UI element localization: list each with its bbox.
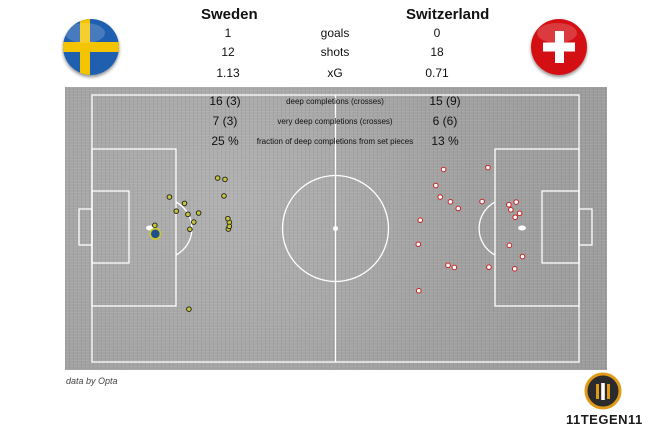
sweden-shot-marker: [190, 219, 197, 225]
away-set-piece-fraction: 13 %: [431, 134, 459, 148]
home-goals: 1: [224, 26, 232, 40]
away-goals: 0: [433, 26, 441, 40]
deep-completions-label: deep completions (crosses): [286, 97, 384, 106]
switzerland-shot-marker: [415, 241, 422, 248]
goals-label: goals: [320, 26, 350, 40]
sweden-shot-marker: [173, 208, 180, 214]
home-shots: 12: [221, 45, 235, 59]
switzerland-shot-marker: [512, 214, 519, 221]
data-source-note: data by Opta: [66, 376, 118, 386]
left-penalty-box: [91, 148, 177, 307]
center-circle: [281, 174, 390, 283]
switzerland-shot-marker: [506, 242, 513, 249]
sweden-shot-marker: [195, 210, 202, 216]
shot-markers: [149, 164, 526, 312]
pitch-stat-set-pieces: 25 % fraction of deep completions from s…: [0, 134, 650, 150]
shots-label: shots: [320, 45, 350, 59]
home-team-name: Sweden: [201, 6, 258, 23]
away-team-name: Switzerland: [406, 6, 490, 23]
sweden-shot-marker: [181, 200, 188, 207]
set-piece-fraction-label: fraction of deep completions from set pi…: [256, 137, 414, 146]
switzerland-shot-marker: [519, 253, 526, 260]
sweden-shot-marker: [187, 226, 193, 233]
pitch-background: [65, 87, 607, 370]
right-penalty-arc: [478, 201, 496, 256]
switzerland-shot-marker: [511, 266, 518, 272]
switzerland-flag-icon: [531, 19, 587, 75]
brand-wordmark: 11TEGEN11: [566, 412, 643, 427]
home-set-piece-fraction: 25 %: [211, 134, 239, 148]
center-spot: [333, 226, 338, 231]
pitch-stat-deep: 16 (3) deep completions (crosses) 15 (9): [0, 94, 650, 110]
stat-row-shots: 12 shots 18: [0, 45, 650, 63]
stat-row-xg: 1.13 xG 0.71: [0, 66, 650, 84]
sweden-shot-marker: [225, 215, 231, 222]
switzerland-shot-marker: [440, 166, 447, 173]
switzerland-shot-marker: [485, 164, 491, 171]
switzerland-shot-marker: [447, 199, 454, 205]
switzerland-shot-marker: [506, 201, 512, 208]
sweden-shot-marker: [214, 175, 221, 181]
pitch-stat-very-deep: 7 (3) very deep completions (crosses) 6 …: [0, 114, 650, 130]
sweden-shot-marker: [226, 223, 233, 230]
switzerland-shot-marker: [455, 205, 462, 212]
away-very-deep-completions: 6 (6): [432, 114, 458, 128]
right-six-yard-box: [541, 190, 580, 264]
switzerland-shot-marker: [437, 194, 444, 200]
home-deep-completions: 16 (3): [209, 94, 241, 108]
sweden-shot-marker: [186, 306, 192, 312]
switzerland-shot-marker: [445, 262, 451, 269]
home-xg: 1.13: [216, 66, 240, 80]
switzerland-shot-marker: [513, 199, 519, 205]
right-goal: [578, 208, 593, 246]
away-shots: 18: [430, 45, 444, 59]
sweden-flag-icon: [63, 19, 119, 75]
switzerland-shot-marker: [479, 198, 485, 205]
pitch-chart: [78, 94, 593, 363]
sweden-goal-marker: [149, 227, 162, 240]
switzerland-shot-marker: [451, 264, 458, 271]
home-very-deep-completions: 7 (3): [212, 114, 238, 128]
switzerland-shot-marker: [516, 210, 523, 217]
very-deep-completions-label: very deep completions (crosses): [277, 117, 393, 126]
sweden-shot-marker: [222, 176, 228, 183]
sweden-shot-marker: [185, 211, 191, 218]
switzerland-shot-marker: [508, 207, 514, 213]
right-penalty-box: [494, 148, 580, 307]
switzerland-shot-marker: [417, 217, 424, 224]
switzerland-shot-marker: [486, 264, 492, 271]
left-six-yard-box: [91, 190, 130, 264]
right-penalty-spot: [518, 225, 526, 231]
brand-logo-icon: [584, 372, 622, 410]
sweden-shot-marker: [166, 194, 173, 200]
switzerland-shot-marker: [433, 182, 439, 189]
away-deep-completions: 15 (9): [429, 94, 461, 108]
pitch-lines: [78, 94, 593, 363]
stat-row-goals: 1 goals 0: [0, 26, 650, 44]
xg-label: xG: [327, 66, 343, 80]
sweden-shot-marker: [152, 222, 158, 229]
left-goal: [78, 208, 93, 246]
sweden-shot-marker: [221, 193, 227, 199]
away-xg: 0.71: [425, 66, 449, 80]
switzerland-shot-marker: [415, 287, 422, 294]
